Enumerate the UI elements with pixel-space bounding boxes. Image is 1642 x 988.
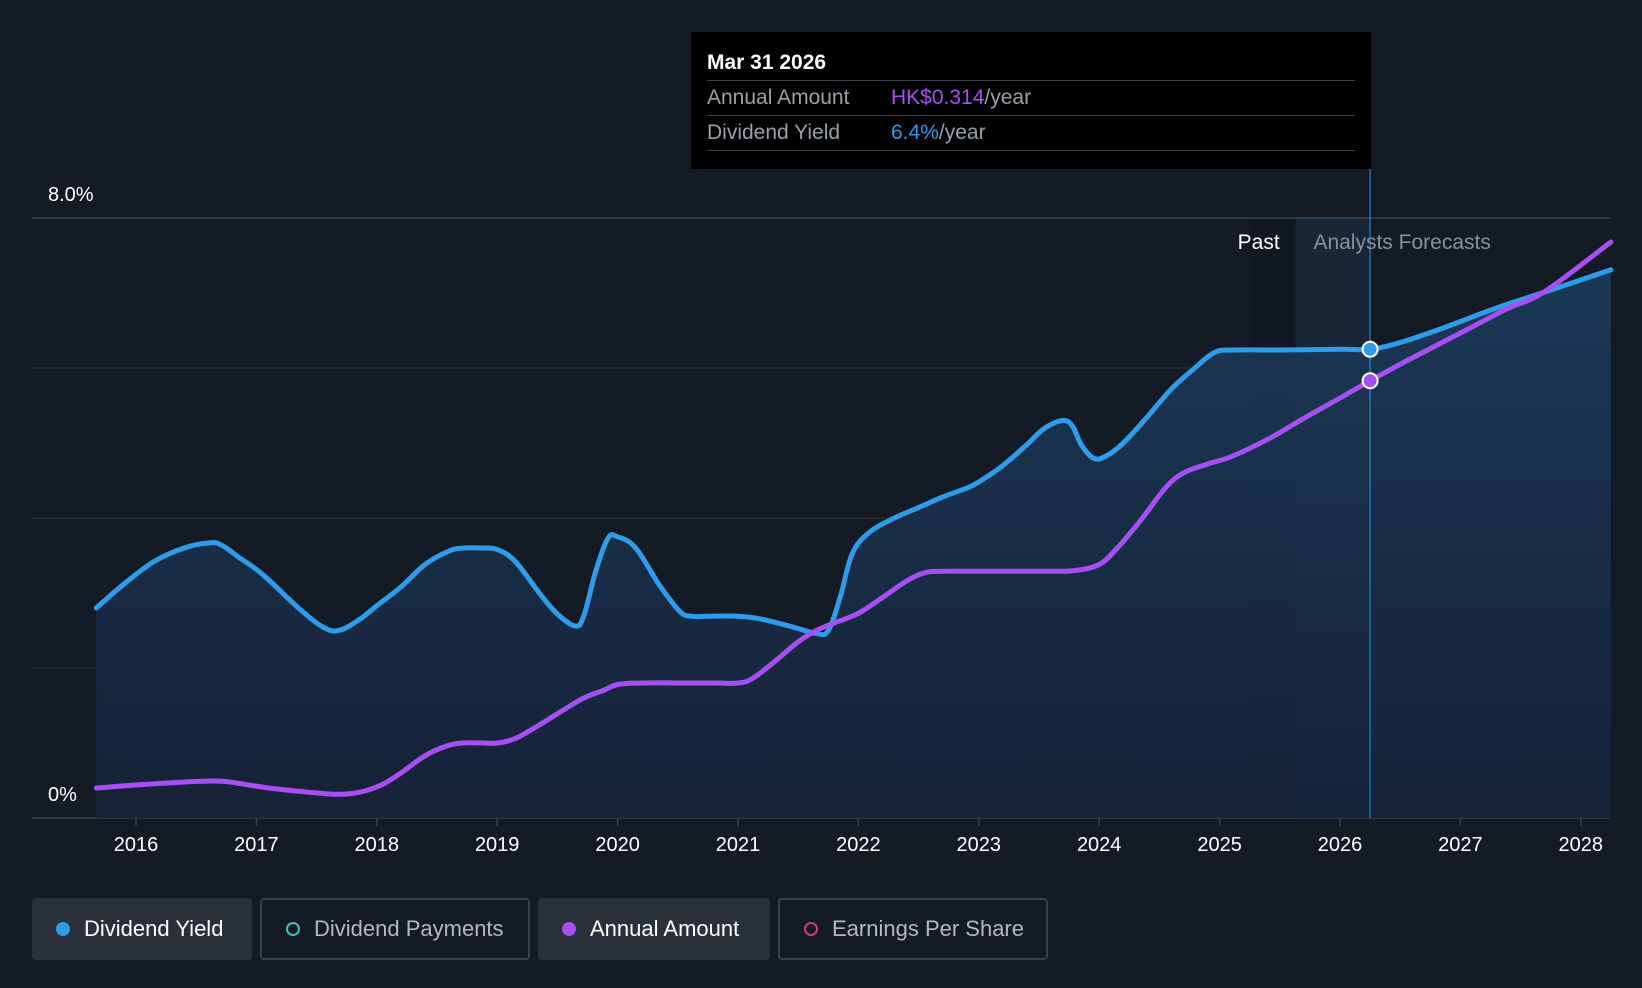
x-tick-label: 2019 [475, 834, 520, 856]
x-tick-label: 2020 [595, 834, 640, 856]
x-tick-label: 2024 [1077, 834, 1122, 856]
annual-amount-marker[interactable] [1361, 372, 1379, 390]
tooltip-dividend-yield-value: 6.4% [891, 121, 939, 144]
legend-label: Earnings Per Share [832, 916, 1024, 941]
dividend-yield-marker[interactable] [1361, 340, 1379, 358]
tooltip-unit: /year [984, 86, 1032, 109]
x-tick-label: 2023 [957, 834, 1002, 856]
legend-earnings-per-share-button[interactable]: Earnings Per Share [778, 898, 1048, 960]
dividend-yield-dot-icon [56, 922, 70, 936]
x-tick-label: 2027 [1438, 834, 1483, 856]
legend-dividend-payments-button[interactable]: Dividend Payments [260, 898, 530, 960]
tooltip-unit: /year [938, 121, 986, 144]
forecast-label: Analysts Forecasts [1313, 231, 1490, 254]
x-tick-label: 2017 [234, 834, 279, 856]
tooltip-date: Mar 31 2026 [707, 46, 1355, 81]
tooltip-annual-amount-row: Annual Amount HK$0.314 /year [707, 81, 1355, 116]
x-axis-ticks: 2016 2017 2018 2019 2020 2021 2022 2023 2024 2025… [114, 818, 1603, 856]
x-tick-label: 2022 [836, 834, 881, 856]
x-tick-label: 2028 [1559, 834, 1604, 856]
annual-amount-line [93, 239, 1614, 797]
annual-amount-dot-icon [562, 922, 576, 936]
tooltip-annual-amount-label: Annual Amount [707, 86, 850, 109]
tooltip-dividend-yield-label: Dividend Yield [707, 121, 841, 144]
legend-annual-amount-button[interactable]: Annual Amount [538, 898, 770, 960]
legend-label: Dividend Yield [84, 916, 224, 941]
x-tick-label: 2021 [716, 834, 761, 856]
past-label: Past [1238, 231, 1280, 254]
x-tick-label: 2018 [355, 834, 400, 856]
x-tick-label: 2016 [114, 834, 159, 856]
dividend-payments-ring-icon [286, 922, 300, 936]
tooltip: Mar 31 2026 Annual Amount HK$0.314 /year… [691, 32, 1371, 169]
legend-dividend-yield-button[interactable]: Dividend Yield [32, 898, 252, 960]
x-tick-label: 2026 [1318, 834, 1363, 856]
legend-label: Dividend Payments [314, 916, 504, 941]
dividend-yield-area [96, 269, 1611, 818]
tooltip-dividend-yield-row: Dividend Yield 6.4% /year [707, 116, 1355, 151]
earnings-per-share-ring-icon [804, 922, 818, 936]
x-tick-label: 2025 [1197, 834, 1242, 856]
legend-label: Annual Amount [590, 916, 740, 941]
dividend-yield-line [93, 267, 1614, 638]
y-axis-bottom-label: 0% [48, 784, 77, 806]
tooltip-annual-amount-value: HK$0.314 [891, 86, 985, 109]
y-axis-top-label: 8.0% [48, 184, 94, 206]
